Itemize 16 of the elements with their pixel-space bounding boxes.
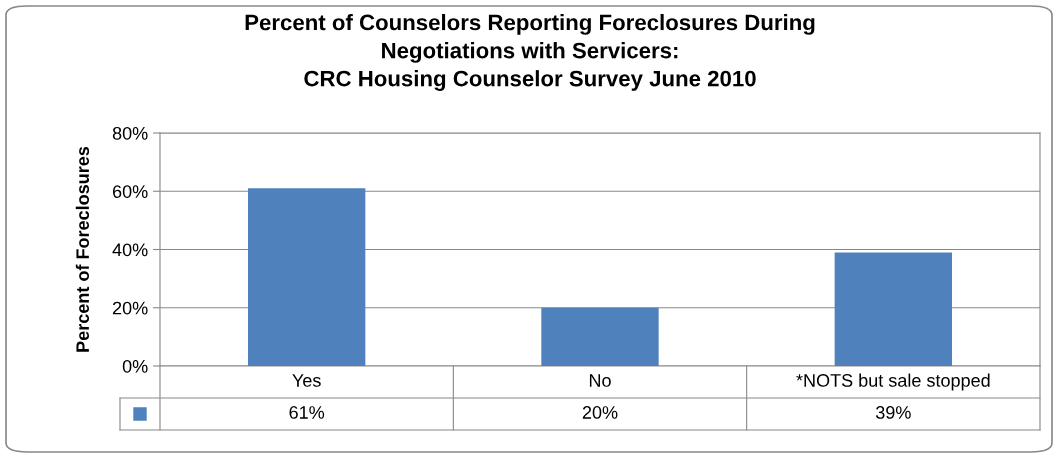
y-axis-title: Percent of Foreclosures (75, 146, 90, 352)
y-tick-label: 0% (122, 359, 148, 373)
x-tick-label: Yes (292, 374, 321, 387)
y-tick-label: 40% (112, 243, 148, 257)
text: 61% (289, 406, 325, 419)
x-tick-label: No (589, 374, 611, 387)
y-tick-label: 20% (112, 301, 148, 315)
bar (834, 252, 952, 366)
y-tick-label: 60% (112, 185, 148, 198)
text: 20% (582, 406, 618, 419)
x-tick-label: *NOTS but sale stopped (796, 373, 990, 391)
bar (248, 188, 366, 366)
bar (541, 307, 659, 366)
text: 39% (875, 406, 911, 419)
chart-title: Percent of Counselors Reporting Foreclosures During Negotiations with Servicers: CRC Housing Counselor Survey June 2010 (245, 14, 815, 91)
y-tick-label: 80% (112, 126, 148, 140)
